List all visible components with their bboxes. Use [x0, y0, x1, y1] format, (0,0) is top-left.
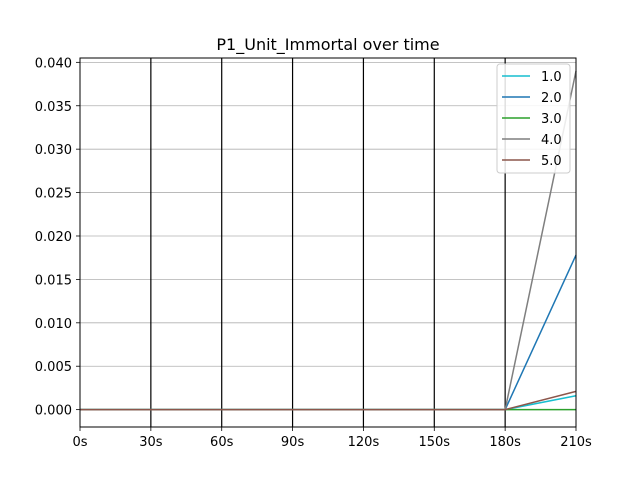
- legend-label-4.0: 4.0: [541, 133, 562, 148]
- y-tick-label-7: 0.035: [35, 100, 72, 115]
- y-tick-label-5: 0.025: [35, 187, 72, 202]
- legend-box: [496, 63, 571, 174]
- plot-frame: [79, 57, 577, 428]
- y-tick-label-4: 0.020: [35, 230, 72, 245]
- series-line-5.0: [80, 390, 577, 411]
- x-tick-label-5: 150s: [418, 435, 450, 450]
- legend: 1.0 2.0 3.0 4.0 5.0: [496, 63, 571, 174]
- y-tick-label-8: 0.040: [35, 56, 72, 71]
- series-lines: [80, 70, 577, 411]
- y-tick-label-0: 0.000: [35, 404, 72, 419]
- x-tick-label-7: 210s: [560, 435, 592, 450]
- x-tick-label-3: 90s: [281, 435, 305, 450]
- chart-title: P1_Unit_Immortal over time: [216, 35, 439, 55]
- y-axis-ticks: 0.000 0.005 0.010 0.015 0.020 0.025 0.030 0.035…: [35, 56, 80, 419]
- legend-label-3.0: 3.0: [541, 112, 562, 127]
- x-tick-label-2: 60s: [210, 435, 234, 450]
- legend-label-1.0: 1.0: [541, 70, 562, 85]
- x-tick-label-4: 120s: [348, 435, 380, 450]
- x-tick-label-6: 180s: [489, 435, 521, 450]
- x-tick-label-1: 30s: [139, 435, 163, 450]
- y-tick-label-2: 0.010: [35, 317, 72, 332]
- y-tick-label-1: 0.005: [35, 360, 72, 375]
- x-tick-label-0: 0s: [72, 435, 87, 450]
- legend-label-2.0: 2.0: [541, 91, 562, 106]
- y-tick-label-3: 0.015: [35, 273, 72, 288]
- vertical-markers: [150, 58, 506, 427]
- x-axis-ticks: 0s 30s 60s 90s 120s 150s 180s 210s: [72, 427, 592, 450]
- y-tick-label-6: 0.030: [35, 143, 72, 158]
- legend-label-5.0: 5.0: [541, 154, 562, 169]
